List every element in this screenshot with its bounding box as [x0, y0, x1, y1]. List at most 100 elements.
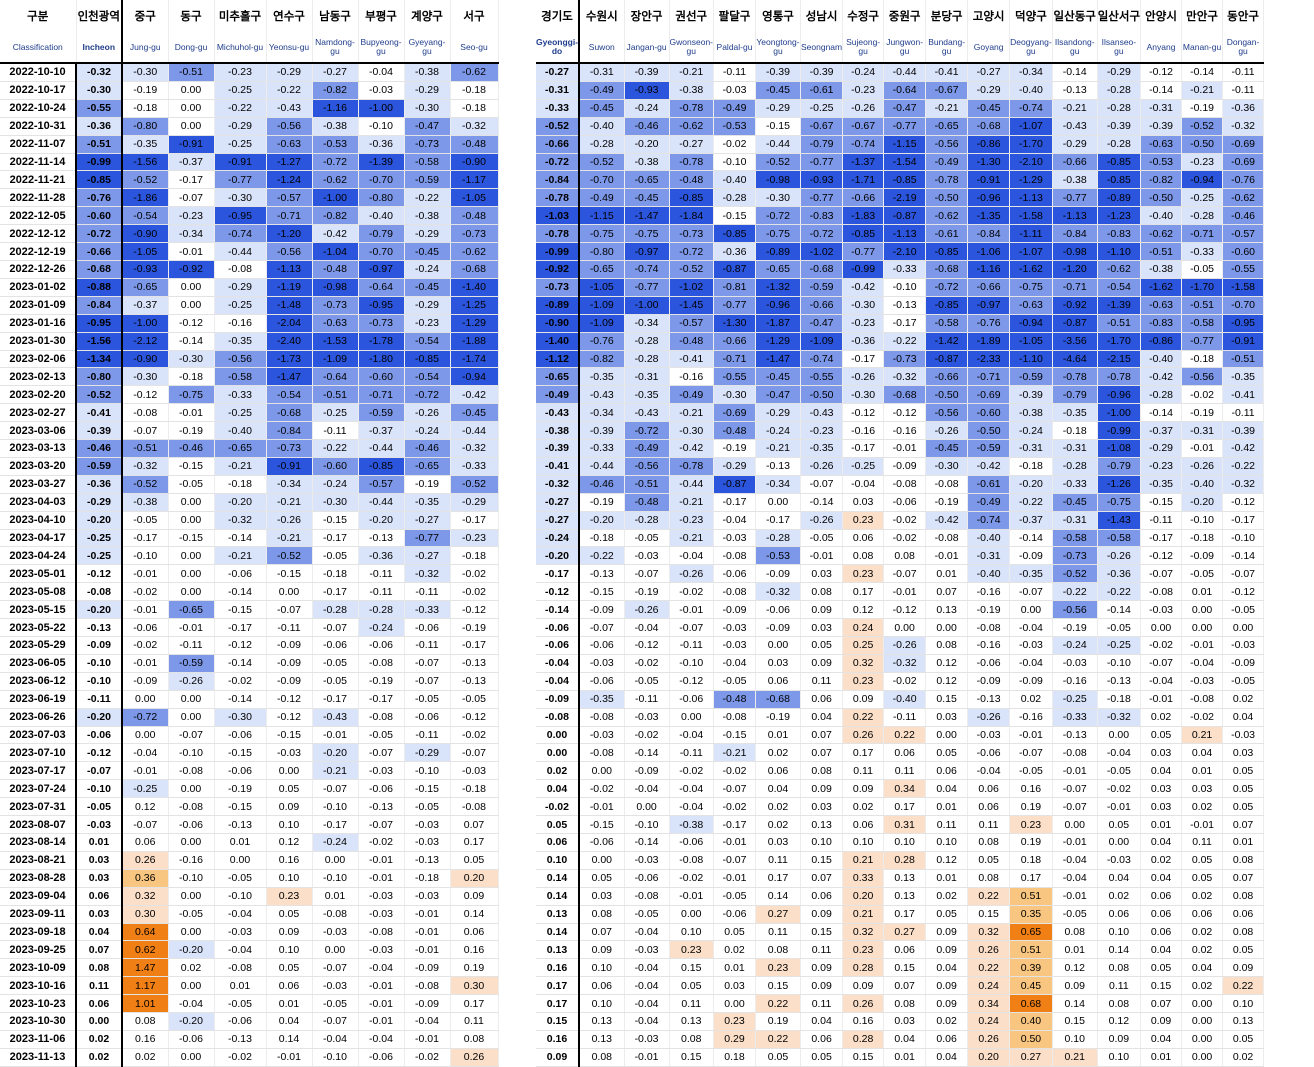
value-cell: -0.01	[122, 600, 169, 620]
date-cell: 2023-05-01	[0, 564, 77, 584]
value-cell: 0.05	[536, 815, 581, 834]
table-row: -0.41 -0.44 -0.56 -0.78 -0.29 -0.13 -0.26 -0.25…	[536, 457, 1265, 476]
value-cell: -1.86	[122, 188, 169, 208]
value-cell: -0.77	[214, 170, 267, 190]
value-cell: -0.02	[713, 797, 756, 817]
value-cell: -0.05	[1097, 618, 1142, 637]
value-cell: -0.56	[214, 350, 267, 369]
value-cell: -0.98	[755, 170, 801, 190]
value-cell: -0.08	[967, 618, 1011, 637]
value-cell: 0.03	[800, 618, 844, 637]
value-cell: 0.01	[214, 976, 267, 996]
value-cell: 0.06	[755, 672, 801, 691]
date-cell: 2023-04-03	[0, 493, 77, 512]
value-cell: -0.36	[76, 117, 123, 136]
value-cell: -0.23	[842, 81, 885, 100]
value-cell: 0.17	[536, 976, 581, 996]
value-cell: -0.02	[536, 797, 581, 817]
value-cell: -0.52	[579, 153, 625, 172]
value-cell: -0.07	[404, 654, 451, 673]
value-cell: 0.04	[1181, 958, 1224, 978]
value-cell: -0.72	[624, 421, 670, 441]
value-cell: -0.01	[883, 439, 927, 458]
value-cell: 0.09	[842, 690, 885, 709]
value-cell: 0.16	[536, 958, 581, 978]
value-cell: 0.35	[1009, 905, 1053, 924]
value-cell: -0.77	[800, 188, 844, 208]
value-cell: -0.12	[266, 708, 313, 727]
value-cell: -2.04	[266, 314, 313, 333]
value-cell: -0.64	[358, 278, 405, 297]
value-cell: 1.17	[122, 976, 169, 996]
value-cell: -0.07	[358, 815, 405, 834]
value-cell: -0.29	[1097, 63, 1142, 82]
value-cell: -0.21	[925, 99, 969, 118]
value-cell: -0.59	[800, 278, 844, 297]
value-cell: -0.07	[1009, 582, 1053, 602]
value-cell: -1.58	[1009, 206, 1053, 226]
value-cell: -0.04	[1140, 672, 1183, 691]
value-cell: 0.08	[1222, 923, 1265, 942]
table-row: -1.40 -0.76 -0.28 -0.48 -0.66 -1.29 -1.09 -0.36…	[536, 332, 1265, 351]
table-row: 0.14 0.03 -0.08 -0.01 -0.05 0.14 0.06 0.20 0.13 0…	[536, 887, 1265, 906]
value-cell: -0.02	[1097, 779, 1142, 799]
value-cell: -0.39	[1009, 385, 1053, 405]
value-cell: -0.72	[925, 278, 969, 297]
value-cell: -0.38	[536, 421, 581, 441]
value-cell: -0.29	[755, 403, 801, 423]
value-cell: 0.08	[883, 546, 927, 566]
table-row: 0.14 0.07 -0.04 0.10 0.05 0.11 0.15 0.32 0.27 0.0…	[536, 923, 1265, 942]
value-cell: -0.32	[122, 457, 169, 476]
value-cell: 0.00	[713, 994, 756, 1014]
value-cell: -0.54	[404, 332, 451, 351]
value-cell: -0.22	[1097, 582, 1142, 602]
value-cell: 0.06	[883, 743, 927, 763]
incheon-price-change-table: 구분 인천광역 중구 동구 미추홀구 연수구 남동구 부평구 계양구 서구 Classificati…	[0, 0, 499, 1067]
value-cell: 0.03	[1140, 779, 1183, 799]
value-cell: -0.03	[358, 940, 405, 960]
value-cell: -1.00	[1097, 403, 1142, 423]
table-row: 0.05 -0.15 -0.10 -0.38 -0.17 0.02 0.13 0.06 0.31…	[536, 815, 1265, 834]
value-cell: -0.03	[358, 887, 405, 906]
table-row: 0.17 0.06 -0.04 0.05 0.03 0.15 0.09 0.09 0.07 0.0…	[536, 976, 1265, 996]
value-cell: 0.00	[122, 726, 169, 745]
value-cell: -0.29	[214, 278, 267, 297]
value-cell: -0.48	[624, 493, 670, 512]
value-cell: 0.04	[925, 1048, 969, 1067]
value-cell: -0.85	[1097, 153, 1142, 172]
value-cell: -0.05	[1181, 260, 1224, 279]
value-cell: -0.24	[1009, 421, 1053, 441]
value-cell: -0.12	[1140, 546, 1183, 566]
value-cell: -0.27	[536, 493, 581, 512]
value-cell: 0.03	[883, 1012, 927, 1031]
value-cell: -0.07	[122, 421, 169, 441]
value-cell: -1.35	[967, 206, 1011, 226]
value-cell: -0.11	[1222, 63, 1265, 82]
value-cell: 0.06	[967, 779, 1011, 799]
value-cell: -0.62	[312, 170, 359, 190]
value-cell: -0.05	[1097, 761, 1142, 781]
value-cell: -0.85	[358, 457, 405, 476]
value-cell: 0.09	[925, 994, 969, 1014]
value-cell: -0.29	[404, 743, 451, 763]
table-row: -0.32 -0.46 -0.51 -0.44 -0.87 -0.34 -0.07 -0.04…	[536, 475, 1265, 494]
value-cell: -0.02	[358, 833, 405, 852]
value-cell: -0.42	[925, 511, 969, 530]
value-cell: 0.08	[925, 636, 969, 655]
value-cell: -0.39	[755, 63, 801, 82]
value-cell: -0.01	[669, 600, 715, 620]
table-row: 2023-08-14 0.01 0.06 0.00 0.01 0.12 -0.24 -0.02…	[0, 833, 499, 852]
value-cell: -1.23	[1097, 206, 1142, 226]
column-header-kr: 수정구	[842, 0, 885, 32]
value-cell: 0.09	[1222, 958, 1265, 978]
date-cell: 2022-10-24	[0, 99, 77, 118]
value-cell: -0.11	[669, 636, 715, 655]
table-row: 2023-06-19 -0.11 0.00 0.00 -0.14 -0.12 -0.17 -0…	[0, 690, 499, 709]
value-cell: 0.01	[76, 833, 123, 852]
value-cell: -0.91	[266, 457, 313, 476]
column-header-en: Michuhol-gu	[214, 32, 267, 64]
value-cell: -0.21	[669, 529, 715, 548]
value-cell: -0.39	[624, 63, 670, 82]
table-row: -0.38 -0.39 -0.72 -0.30 -0.48 -0.24 -0.23 -0.16…	[536, 421, 1265, 441]
date-cell: 2023-06-05	[0, 654, 77, 673]
